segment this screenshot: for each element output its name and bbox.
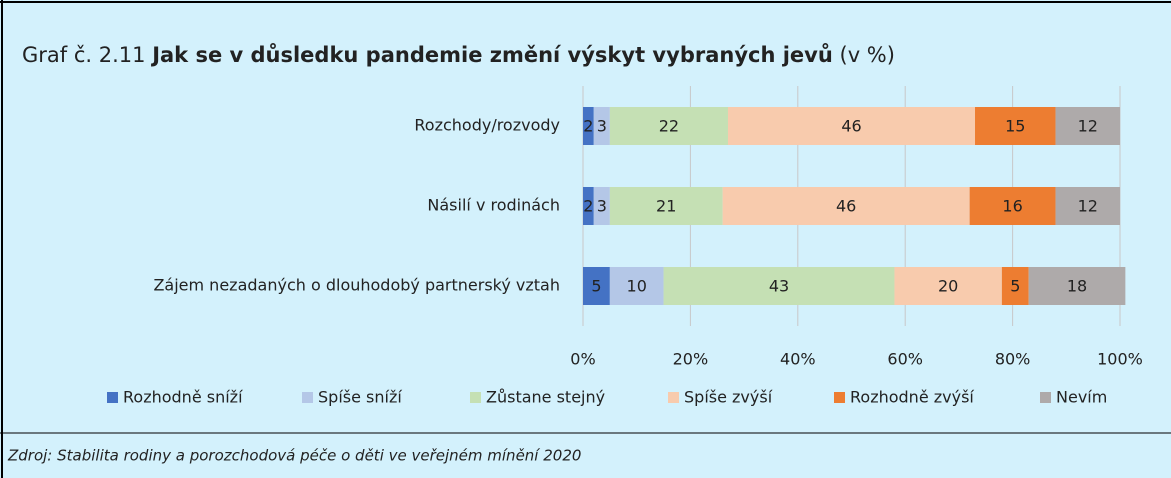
bar-segment [583, 267, 610, 305]
legend-swatch [470, 392, 481, 403]
data-label: 2 [583, 197, 593, 216]
data-label: 15 [1005, 117, 1025, 136]
source: Zdroj: Stabilita rodiny a porozchodová p… [7, 447, 581, 465]
data-label: 18 [1067, 277, 1087, 296]
data-label: 3 [597, 197, 607, 216]
bar-segment [593, 107, 610, 145]
y-tick-label: Rozchody/rozvody [414, 116, 560, 135]
bar-segment [894, 267, 1002, 305]
x-tick-label: 60% [887, 350, 923, 369]
bar-segment [969, 187, 1056, 225]
data-label: 2 [583, 117, 593, 136]
legend-swatch [668, 392, 679, 403]
title-suffix: (v %) [840, 43, 895, 67]
bar-segment [583, 187, 594, 225]
legend-label: Spíše sníží [318, 388, 402, 407]
bar-segment [663, 267, 895, 305]
x-tick-label: 100% [1097, 350, 1143, 369]
data-label: 46 [836, 197, 856, 216]
bar-segment [1055, 187, 1120, 225]
data-label: 20 [938, 277, 958, 296]
bar-segment [593, 187, 610, 225]
y-tick-label: Násilí v rodinách [427, 196, 560, 215]
x-tick-label: 40% [780, 350, 816, 369]
legend-label: Spíše zvýší [684, 388, 773, 407]
bar-segment [722, 187, 970, 225]
data-label: 43 [769, 277, 789, 296]
bar-segment [975, 107, 1056, 145]
y-tick-label: Zájem nezadaných o dlouhodobý partnerský… [153, 276, 560, 295]
legend-label: Rozhodně zvýší [850, 388, 974, 407]
bar-segment [1055, 107, 1120, 145]
x-tick-label: 80% [995, 350, 1031, 369]
data-label: 22 [659, 117, 679, 136]
legend-swatch [834, 392, 845, 403]
title-prefix: Graf č. 2.11 [22, 43, 146, 67]
x-tick-label: 20% [673, 350, 709, 369]
bar-segment [727, 107, 976, 145]
data-label: 3 [597, 117, 607, 136]
data-label: 5 [1010, 277, 1020, 296]
legend-swatch [1040, 392, 1051, 403]
data-label: 10 [627, 277, 647, 296]
bar-segment [609, 107, 728, 145]
data-label: 5 [591, 277, 601, 296]
title-main: Jak se v důsledku pandemie změní výskyt … [150, 43, 833, 67]
legend-label: Nevím [1056, 388, 1107, 407]
bar-segment [1028, 267, 1126, 305]
data-label: 12 [1078, 197, 1098, 216]
bar-segment [609, 267, 664, 305]
data-label: 16 [1002, 197, 1022, 216]
bar-segment [1001, 267, 1029, 305]
bar-segment [583, 107, 594, 145]
x-tick-label: 0% [570, 350, 595, 369]
data-label: 12 [1078, 117, 1098, 136]
legend-swatch [302, 392, 313, 403]
chart-title: Graf č. 2.11 Jak se v důsledku pandemie … [22, 43, 895, 67]
data-label: 46 [841, 117, 861, 136]
legend-label: Zůstane stejný [486, 388, 605, 407]
bar-segment [609, 187, 723, 225]
legend-swatch [107, 392, 118, 403]
legend-label: Rozhodně sníží [123, 388, 243, 407]
data-label: 21 [656, 197, 676, 216]
